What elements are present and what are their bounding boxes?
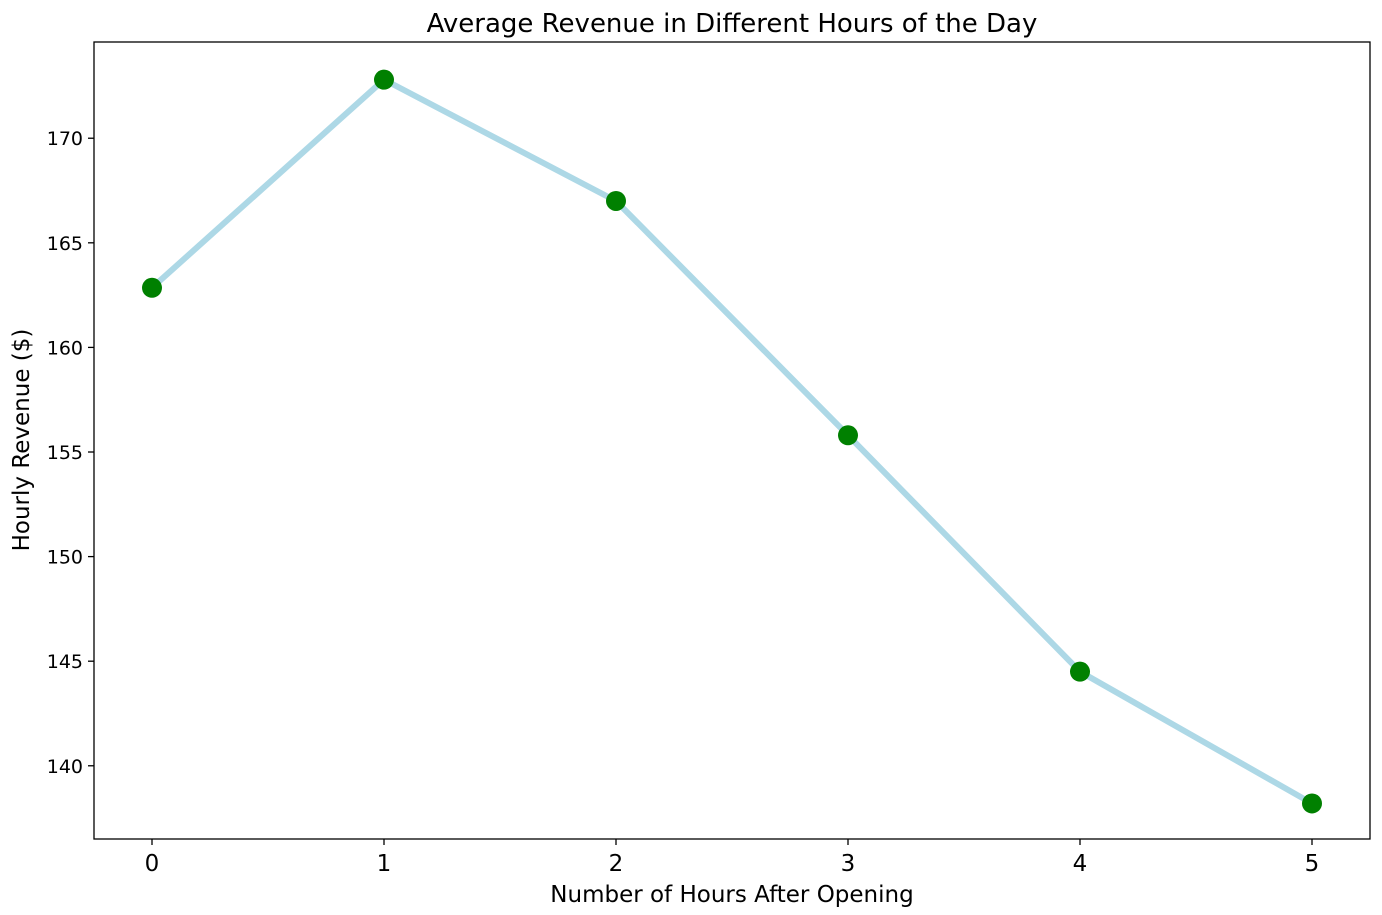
data-point: [838, 425, 858, 446]
data-point: [1070, 661, 1090, 682]
data-point: [606, 190, 626, 211]
data-point: [1302, 793, 1322, 814]
x-axis: 0 1 2 3 4 5: [145, 839, 1320, 877]
plot-area: [93, 41, 1371, 840]
y-tick-label: 145: [47, 651, 83, 673]
x-tick-label: 5: [1305, 851, 1320, 877]
x-tick-label: 0: [145, 851, 160, 877]
y-tick-label: 170: [47, 128, 83, 150]
x-tick-label: 4: [1073, 851, 1088, 877]
data-point: [374, 69, 394, 90]
y-tick-label: 140: [47, 756, 83, 778]
y-axis-label: Hourly Revenue ($): [9, 329, 35, 552]
y-tick-label: 150: [47, 547, 83, 569]
y-tick-label: 160: [47, 337, 83, 359]
y-tick-label: 155: [47, 442, 83, 464]
x-tick-label: 1: [377, 851, 392, 877]
x-axis-label: Number of Hours After Opening: [550, 882, 913, 908]
chart-title: Average Revenue in Different Hours of th…: [427, 9, 1038, 39]
data-point: [142, 277, 162, 298]
series-layer: [142, 69, 1322, 814]
x-tick-label: 2: [609, 851, 624, 877]
x-tick-label: 3: [841, 851, 856, 877]
series-line: [149, 76, 1315, 807]
plot-frame: [93, 41, 1371, 840]
y-axis: 140 145 150 155 160 165 170: [47, 128, 94, 778]
y-tick-label: 165: [47, 233, 83, 255]
